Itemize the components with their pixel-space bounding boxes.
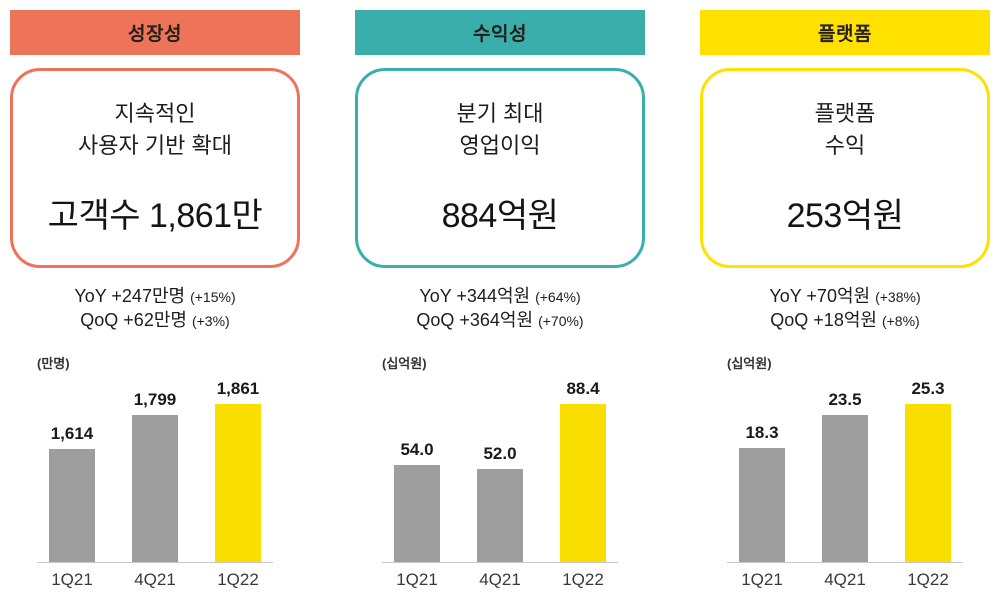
platform-revenue-bar-4q21 bbox=[822, 414, 868, 562]
platform-revenue-bar-slot-1q22: 25.3 bbox=[905, 379, 951, 562]
platform-kpi-description: 플랫폼 수익 bbox=[815, 98, 876, 162]
operating-profit-bar-slot-1q22: 88.4 bbox=[560, 379, 606, 562]
growth-qoq-stat: QoQ +62만명 (+3%) bbox=[80, 310, 230, 331]
operating-profit-bar-1q21 bbox=[394, 464, 440, 562]
operating-profit-bar-slot-1q21: 54.0 bbox=[394, 440, 440, 562]
platform-revenue-bar-slot-4q21: 23.5 bbox=[822, 390, 868, 562]
platform-revenue-bar-chart: (십억원) 18.3 23.5 25.3 1Q21 4Q21 1Q22 bbox=[700, 353, 990, 590]
users-bar-slot-1q22: 1,861 bbox=[215, 379, 261, 562]
platform-kpi-headline: 253억원 bbox=[786, 197, 904, 235]
users-tick-1q22: 1Q22 bbox=[217, 569, 259, 589]
platform-revenue-bar-value-label: 25.3 bbox=[911, 378, 945, 398]
growth-kpi-line-1: 지속적인 bbox=[114, 101, 196, 126]
users-bar-slot-4q21: 1,799 bbox=[132, 390, 178, 562]
platform-revenue-tick-1q21: 1Q21 bbox=[741, 569, 783, 589]
column-platform: 플랫폼 플랫폼 수익 253억원 YoY +70억원 (+38%) QoQ +1… bbox=[700, 10, 990, 600]
operating-profit-bar-chart: (십억원) 54.0 52.0 88.4 1Q21 4Q21 1Q22 bbox=[355, 353, 645, 590]
platform-revenue-bar-1q22 bbox=[905, 403, 951, 562]
growth-badge: 성장성 bbox=[10, 10, 300, 55]
operating-profit-bar-1q22 bbox=[560, 403, 606, 562]
users-bar-value-label: 1,861 bbox=[216, 378, 260, 398]
operating-profit-chart-unit-label: (십억원) bbox=[382, 355, 427, 371]
operating-profit-chart-x-axis: 1Q21 4Q21 1Q22 bbox=[382, 570, 618, 590]
users-tick-1q21: 1Q21 bbox=[51, 569, 93, 589]
profitability-kpi-line-2: 영업이익 bbox=[459, 132, 541, 158]
platform-revenue-bar-1q21 bbox=[739, 447, 785, 562]
users-chart-x-axis: 1Q21 4Q21 1Q22 bbox=[37, 570, 273, 590]
users-bar-4q21 bbox=[132, 414, 178, 562]
users-bar-1q21 bbox=[49, 448, 95, 562]
operating-profit-tick-4q21: 4Q21 bbox=[479, 569, 521, 589]
operating-profit-bar-value-label: 88.4 bbox=[566, 378, 600, 398]
profitability-badge: 수익성 bbox=[355, 10, 645, 55]
growth-kpi-box: 지속적인 사용자 기반 확대 고객수 1,861만 bbox=[10, 68, 300, 268]
operating-profit-bar-value-label: 52.0 bbox=[483, 443, 517, 463]
users-bar-1q22 bbox=[215, 403, 261, 562]
operating-profit-bar-value-label: 54.0 bbox=[400, 439, 434, 459]
platform-revenue-bar-slot-1q21: 18.3 bbox=[739, 423, 785, 562]
operating-profit-chart-plot-area: 54.0 52.0 88.4 bbox=[382, 375, 618, 563]
platform-revenue-chart-plot-area: 18.3 23.5 25.3 bbox=[727, 375, 963, 563]
platform-revenue-bar-value-label: 18.3 bbox=[745, 422, 779, 442]
column-profitability: 수익성 분기 최대 영업이익 884억원 YoY +344억원 (+64%) Q… bbox=[355, 10, 645, 600]
users-bar-slot-1q21: 1,614 bbox=[49, 424, 95, 562]
operating-profit-tick-1q21: 1Q21 bbox=[396, 569, 438, 589]
platform-yoy-stat: YoY +70억원 (+38%) bbox=[769, 286, 921, 306]
platform-revenue-bar-value-label: 23.5 bbox=[828, 389, 862, 409]
growth-kpi-line-2: 사용자 기반 확대 bbox=[78, 132, 232, 158]
profitability-kpi-headline: 884억원 bbox=[441, 197, 559, 235]
growth-kpi-description: 지속적인 사용자 기반 확대 bbox=[78, 98, 232, 162]
operating-profit-bar-slot-4q21: 52.0 bbox=[477, 444, 523, 562]
users-chart-plot-area: 1,614 1,799 1,861 bbox=[37, 375, 273, 563]
column-growth: 성장성 지속적인 사용자 기반 확대 고객수 1,861만 YoY +247만명… bbox=[10, 10, 300, 600]
platform-revenue-tick-1q22: 1Q22 bbox=[907, 569, 949, 589]
users-chart-unit-label: (만명) bbox=[37, 355, 70, 371]
platform-kpi-line-2: 수익 bbox=[824, 132, 866, 158]
platform-revenue-chart-x-axis: 1Q21 4Q21 1Q22 bbox=[727, 570, 963, 590]
platform-badge: 플랫폼 bbox=[700, 10, 990, 55]
platform-qoq-stat: QoQ +18억원 (+8%) bbox=[770, 310, 920, 331]
users-bar-value-label: 1,799 bbox=[133, 389, 177, 409]
operating-profit-bar-4q21 bbox=[477, 468, 523, 562]
users-bar-value-label: 1,614 bbox=[50, 423, 94, 443]
platform-stats: YoY +70억원 (+38%) QoQ +18억원 (+8%) bbox=[700, 284, 990, 333]
users-tick-4q21: 4Q21 bbox=[134, 569, 176, 589]
profitability-yoy-stat: YoY +344억원 (+64%) bbox=[419, 286, 581, 306]
profitability-kpi-box: 분기 최대 영업이익 884억원 bbox=[355, 68, 645, 268]
platform-kpi-line-1: 플랫폼 bbox=[814, 101, 876, 126]
growth-kpi-headline: 고객수 1,861만 bbox=[47, 197, 263, 235]
profitability-stats: YoY +344억원 (+64%) QoQ +364억원 (+70%) bbox=[355, 284, 645, 333]
operating-profit-tick-1q22: 1Q22 bbox=[562, 569, 604, 589]
platform-revenue-chart-unit-label: (십억원) bbox=[727, 355, 772, 371]
platform-kpi-box: 플랫폼 수익 253억원 bbox=[700, 68, 990, 268]
growth-stats: YoY +247만명 (+15%) QoQ +62만명 (+3%) bbox=[10, 284, 300, 333]
users-bar-chart: (만명) 1,614 1,799 1,861 1Q21 4Q21 1Q22 bbox=[10, 353, 300, 590]
profitability-qoq-stat: QoQ +364억원 (+70%) bbox=[416, 310, 584, 331]
profitability-kpi-line-1: 분기 최대 bbox=[456, 101, 544, 126]
growth-yoy-stat: YoY +247만명 (+15%) bbox=[74, 286, 236, 306]
platform-revenue-tick-4q21: 4Q21 bbox=[824, 569, 866, 589]
profitability-kpi-description: 분기 최대 영업이익 bbox=[456, 98, 543, 162]
